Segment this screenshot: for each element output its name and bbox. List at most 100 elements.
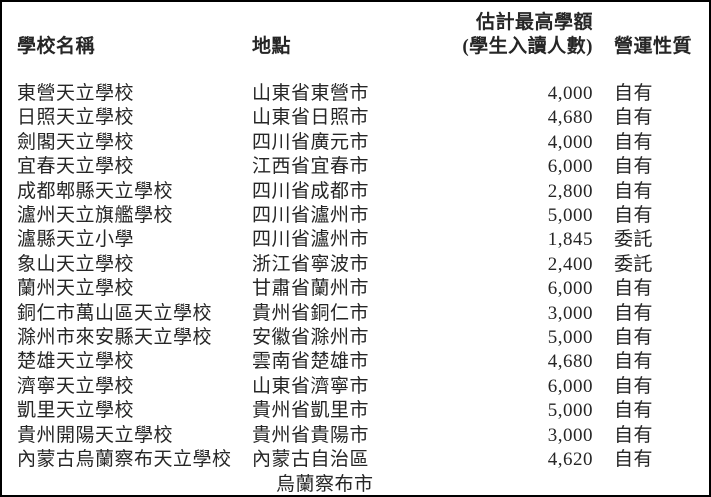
operation-cell: 自有: [614, 375, 654, 397]
capacity-cell: 4,680: [547, 351, 593, 373]
capacity-cell: 4,000: [547, 131, 593, 153]
capacity-cell: 5,000: [547, 327, 593, 349]
header-operation: 營運性質: [614, 35, 693, 57]
operation-cell: 自有: [614, 83, 654, 104]
location-cell: 山東省日照市: [252, 106, 427, 130]
location-cell: 四川省瀘州市: [252, 228, 427, 252]
capacity-cell: 5,000: [547, 400, 593, 422]
school-name-cell: 瀘州天立旗艦學校: [17, 205, 174, 227]
location-cell: 江西省宜春市: [252, 155, 427, 179]
school-name-cell: 宜春天立學校: [17, 156, 135, 178]
location-cell: 內蒙古自治區 烏蘭察布市: [252, 448, 427, 495]
school-name-cell: 銅仁市萬山區天立學校: [17, 302, 213, 324]
operation-cell: 自有: [614, 351, 654, 373]
school-name-cell: 凱里天立學校: [17, 400, 135, 422]
location-line1: 四川省廣元市: [252, 131, 370, 153]
location-line1: 甘肅省蘭州市: [252, 278, 370, 300]
location-line1: 四川省瀘州市: [252, 205, 370, 227]
capacity-cell: 5,000: [547, 205, 593, 227]
capacity-cell: 6,000: [547, 278, 593, 300]
capacity-cell: 3,000: [547, 424, 593, 446]
location-line1: 貴州省銅仁市: [252, 302, 370, 324]
capacity-cell: 1,845: [547, 229, 593, 251]
location-cell: 安徽省滁州市: [252, 326, 427, 350]
location-cell: 貴州省銅仁市: [252, 302, 427, 326]
capacity-cell: 2,400: [547, 253, 593, 275]
operation-cell: 自有: [614, 278, 654, 300]
location-cell: 貴州省凱里市: [252, 399, 427, 423]
operation-cell: 自有: [614, 400, 654, 422]
table-row: 劍閣天立學校 四川省廣元市 4,000 自有: [17, 131, 695, 155]
location-line1: 山東省日照市: [252, 107, 370, 129]
header-school-name: 學校名稱: [17, 35, 96, 57]
operation-cell: 自有: [614, 302, 654, 324]
header-capacity-line2: (學生入讀人數): [462, 35, 593, 57]
table-row: 凱里天立學校 貴州省凱里市 5,000 自有: [17, 399, 695, 423]
school-name-cell: 蘭州天立學校: [17, 278, 135, 300]
location-line1: 內蒙古自治區: [252, 449, 370, 471]
table-row: 瀘縣天立小學 四川省瀘州市 1,845 委託: [17, 228, 695, 252]
location-line1: 浙江省寧波市: [252, 253, 370, 275]
location-line1: 山東省東營市: [252, 83, 370, 104]
location-cell: 山東省濟寧市: [252, 375, 427, 399]
location-cell: 甘肅省蘭州市: [252, 277, 427, 301]
header-location: 地點: [252, 35, 292, 57]
location-line1: 四川省成都市: [252, 180, 370, 202]
location-line1: 山東省濟寧市: [252, 375, 370, 397]
table-body: 東營天立學校 山東省東營市 4,000 自有 日照天立學校 山東省日照市 4,6…: [17, 82, 695, 495]
operation-cell: 委託: [614, 229, 654, 251]
table-row: 貴州開陽天立學校 貴州省貴陽市 3,000 自有: [17, 424, 695, 448]
school-name-cell: 貴州開陽天立學校: [17, 424, 174, 446]
operation-cell: 自有: [614, 449, 654, 471]
capacity-cell: 6,000: [547, 156, 593, 178]
operation-cell: 自有: [614, 327, 654, 349]
header-capacity: 估計最高學額 (學生入讀人數): [427, 11, 593, 58]
operation-cell: 自有: [614, 180, 654, 202]
location-cell: 雲南省楚雄市: [252, 350, 427, 374]
table-row: 銅仁市萬山區天立學校 貴州省銅仁市 3,000 自有: [17, 302, 695, 326]
school-name-cell: 楚雄天立學校: [17, 351, 135, 373]
location-cell: 四川省廣元市: [252, 131, 427, 155]
school-name-cell: 劍閣天立學校: [17, 131, 135, 153]
capacity-cell: 3,000: [547, 302, 593, 324]
location-line1: 安徽省滁州市: [252, 327, 370, 349]
header-capacity-line1: 估計最高學額: [475, 12, 593, 33]
location-cell: 四川省瀘州市: [252, 204, 427, 228]
capacity-cell: 4,000: [547, 83, 593, 104]
school-name-cell: 東營天立學校: [17, 83, 135, 104]
operation-cell: 自有: [614, 424, 654, 446]
location-line2: 烏蘭察布市: [276, 473, 374, 495]
school-name-cell: 日照天立學校: [17, 107, 135, 129]
table-row: 楚雄天立學校 雲南省楚雄市 4,680 自有: [17, 350, 695, 374]
table-row: 東營天立學校 山東省東營市 4,000 自有: [17, 82, 695, 106]
operation-cell: 自有: [614, 205, 654, 227]
school-name-cell: 濟寧天立學校: [17, 375, 135, 397]
table-row: 宜春天立學校 江西省宜春市 6,000 自有: [17, 155, 695, 179]
school-name-cell: 成都郫縣天立學校: [17, 180, 174, 202]
table-row: 濟寧天立學校 山東省濟寧市 6,000 自有: [17, 375, 695, 399]
table-row: 蘭州天立學校 甘肅省蘭州市 6,000 自有: [17, 277, 695, 301]
capacity-cell: 2,800: [547, 180, 593, 202]
capacity-cell: 4,680: [547, 107, 593, 129]
location-line1: 雲南省楚雄市: [252, 351, 370, 373]
location-cell: 浙江省寧波市: [252, 253, 427, 277]
operation-cell: 委託: [614, 253, 654, 275]
table-row: 內蒙古烏蘭察布天立學校 內蒙古自治區 烏蘭察布市 4,620 自有: [17, 448, 695, 495]
table-row: 滁州市來安縣天立學校 安徽省滁州市 5,000 自有: [17, 326, 695, 350]
capacity-cell: 6,000: [547, 375, 593, 397]
location-line1: 貴州省貴陽市: [252, 424, 370, 446]
table-row: 成都郫縣天立學校 四川省成都市 2,800 自有: [17, 180, 695, 204]
location-cell: 山東省東營市: [252, 82, 427, 106]
capacity-cell: 4,620: [547, 449, 593, 471]
school-name-cell: 內蒙古烏蘭察布天立學校: [17, 449, 232, 471]
table-row: 象山天立學校 浙江省寧波市 2,400 委託: [17, 253, 695, 277]
school-name-cell: 象山天立學校: [17, 253, 135, 275]
operation-cell: 自有: [614, 107, 654, 129]
school-name-cell: 滁州市來安縣天立學校: [17, 327, 213, 349]
location-line1: 貴州省凱里市: [252, 400, 370, 422]
location-line1: 江西省宜春市: [252, 156, 370, 178]
table-row: 日照天立學校 山東省日照市 4,680 自有: [17, 106, 695, 130]
location-line1: 四川省瀘州市: [252, 229, 370, 251]
table-header-row: 學校名稱 地點 估計最高學額 (學生入讀人數) 營運性質: [17, 11, 695, 58]
